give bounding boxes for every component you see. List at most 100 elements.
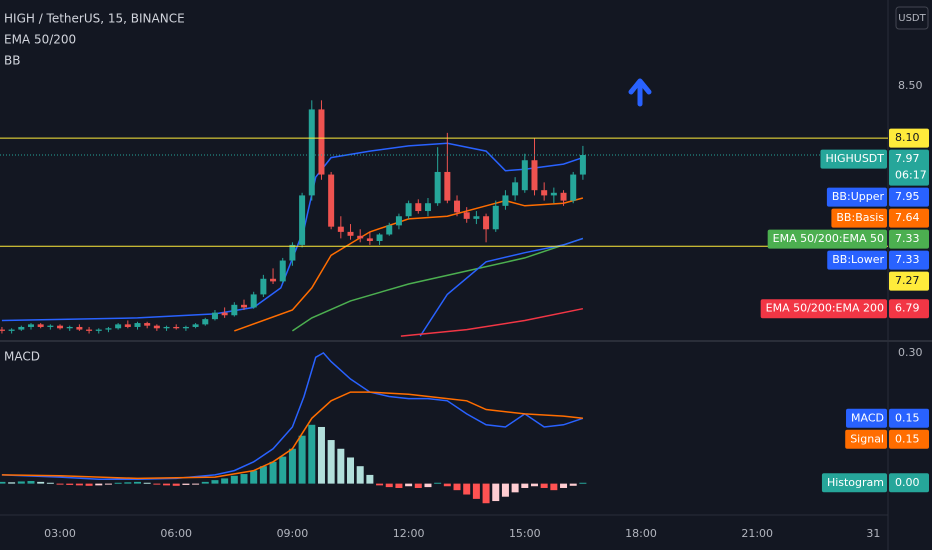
candle-body xyxy=(105,328,112,330)
histogram-bar xyxy=(521,483,529,488)
indicator-line xyxy=(419,237,584,337)
time-tick-label: 21:00 xyxy=(741,527,773,540)
price-badge xyxy=(889,473,929,493)
price-badge-value: 0.15 xyxy=(895,411,920,424)
indicator-line xyxy=(400,307,584,337)
time-tick-label: 31 xyxy=(866,527,880,540)
histogram-bar xyxy=(259,466,267,484)
candle-body xyxy=(153,325,160,329)
candle-body xyxy=(347,231,354,236)
histogram-bar xyxy=(550,483,558,491)
candle-body xyxy=(541,190,548,196)
histogram-bar xyxy=(230,475,238,484)
currency-button[interactable] xyxy=(895,6,929,30)
price-badge-value: 6.79 xyxy=(895,302,920,315)
macd-label: MACD xyxy=(4,350,40,364)
time-tick-label: 15:00 xyxy=(509,527,541,540)
histogram-bar xyxy=(434,482,442,484)
histogram-bar xyxy=(163,483,171,486)
price-tick-label: 8.50 xyxy=(898,79,923,92)
histogram-bar xyxy=(443,483,451,487)
candle-body xyxy=(512,182,519,196)
candle-body xyxy=(483,216,490,230)
badge-name: Signal xyxy=(850,432,884,445)
badge-name-box xyxy=(846,408,887,428)
currency-label[interactable]: USDT xyxy=(898,13,926,24)
candle-body xyxy=(337,226,344,232)
histogram-bar xyxy=(85,483,93,486)
candle-body xyxy=(47,325,54,327)
histogram-bar xyxy=(327,440,335,484)
histogram-bar xyxy=(250,470,258,484)
price-pane xyxy=(0,100,586,337)
time-tick-label: 18:00 xyxy=(625,527,657,540)
price-badge xyxy=(889,408,929,428)
badge-name: Histogram xyxy=(827,476,884,489)
candle-body xyxy=(560,192,567,201)
candle-body xyxy=(279,260,286,282)
histogram-bar xyxy=(56,483,64,485)
histogram-bar xyxy=(0,481,6,484)
price-badge xyxy=(889,229,929,249)
badge-name: BB:Upper xyxy=(832,190,885,203)
candle-body xyxy=(492,205,499,230)
price-badge xyxy=(889,149,929,186)
histogram-bar xyxy=(463,483,471,495)
histogram-bar xyxy=(414,483,422,488)
price-badge xyxy=(889,187,929,207)
price-badge-value: 7.33 xyxy=(895,232,920,245)
candle-body xyxy=(550,192,557,196)
candle-body xyxy=(173,326,180,329)
histogram-bar xyxy=(221,478,229,484)
histogram-bar xyxy=(308,424,316,484)
candle-body xyxy=(66,326,73,329)
candle-body xyxy=(405,203,412,217)
histogram-bar xyxy=(104,483,112,485)
candle-body xyxy=(502,195,509,206)
symbol-title: HIGH / TetherUS, 15, BINANCE xyxy=(4,12,185,26)
histogram-bar xyxy=(337,448,345,484)
candle-body xyxy=(182,326,189,329)
price-badge-value: 7.33 xyxy=(895,253,920,266)
indicator-label: BB xyxy=(4,54,20,68)
time-tick-label: 03:00 xyxy=(44,527,76,540)
badge-name-box xyxy=(831,208,887,228)
candle-body xyxy=(8,329,15,331)
candle-body xyxy=(579,155,586,175)
histogram-bar xyxy=(317,426,325,484)
candle-body xyxy=(115,324,122,329)
candle-body xyxy=(270,278,277,282)
candle-body xyxy=(328,174,335,227)
price-badge xyxy=(889,128,929,148)
candle-body xyxy=(202,319,209,325)
price-badge-value: 8.10 xyxy=(895,131,920,144)
badge-name-box xyxy=(767,229,887,249)
histogram-bar xyxy=(347,457,355,484)
time-tick-label: 12:00 xyxy=(393,527,425,540)
candle-body xyxy=(211,312,218,320)
candle-body xyxy=(221,312,228,316)
badge-name: BB:Lower xyxy=(832,253,884,266)
histogram-bar xyxy=(385,483,393,488)
candle-body xyxy=(444,171,451,201)
candle-body xyxy=(86,329,93,331)
candle-body xyxy=(27,324,34,327)
histogram-bar xyxy=(201,481,209,484)
badge-name-box xyxy=(826,187,887,207)
candle-body xyxy=(289,244,296,261)
price-badge-value: 0.00 xyxy=(895,476,920,489)
badge-name: HIGHUSDT xyxy=(825,152,884,165)
candle-body xyxy=(134,323,141,327)
badge-name-box xyxy=(760,299,887,319)
candle-body xyxy=(95,329,102,331)
histogram-bar xyxy=(133,481,141,484)
histogram-bar xyxy=(192,483,200,485)
histogram-bar xyxy=(95,483,103,486)
histogram-bar xyxy=(288,448,296,484)
histogram-bar xyxy=(492,483,500,502)
price-badge xyxy=(889,271,929,291)
candle-body xyxy=(37,324,44,327)
candle-body xyxy=(231,304,238,316)
